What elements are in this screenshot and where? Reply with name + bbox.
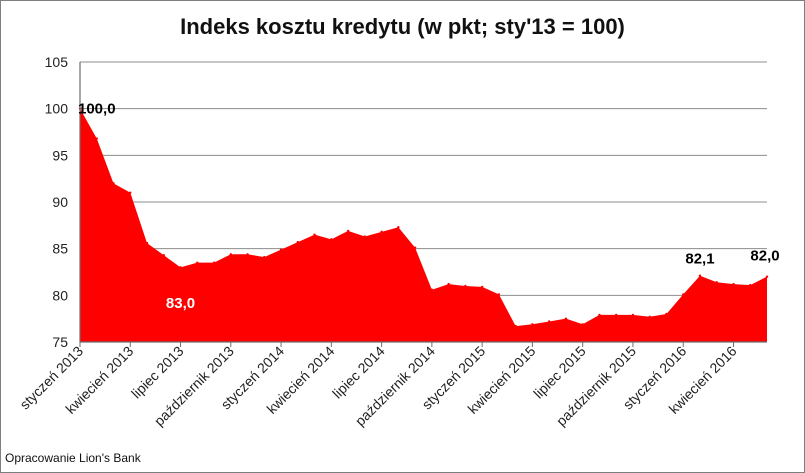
data-label: 82,0 [750,248,779,265]
y-tick-label: 90 [52,194,68,210]
data-point [162,254,165,257]
data-point [581,323,584,326]
data-point [380,230,383,234]
data-point [447,282,450,286]
data-point [179,266,182,269]
data-label: 83,0 [166,295,195,312]
data-point [263,255,266,259]
data-point [246,253,249,256]
data-point [749,283,752,287]
data-point [531,323,534,326]
source-note: Opracowanie Lion's Bank [5,451,141,465]
area-series [80,108,767,343]
data-point [346,229,350,233]
data-point [648,315,651,318]
data-point [430,288,434,291]
data-point [514,324,517,328]
data-point [614,313,618,317]
data-label: 82,1 [685,251,714,268]
y-tick-label: 100 [45,101,69,117]
data-point [765,275,769,278]
data-point [564,317,568,320]
data-point [413,246,417,249]
data-point [464,284,467,288]
data-point [682,293,685,296]
y-tick-label: 105 [45,54,69,70]
y-tick-label: 75 [52,334,68,350]
data-point [715,281,718,284]
data-point [547,320,551,323]
data-point [665,312,668,316]
data-point [129,191,132,194]
data-point [145,241,149,245]
y-tick-label: 95 [52,147,68,163]
chart-title: Indeks kosztu kredytu (w pkt; sty'13 = 1… [180,14,625,39]
data-point [95,137,98,140]
data-point [698,274,702,277]
data-point [363,235,367,238]
data-point [497,293,501,296]
y-tick-label: 80 [52,287,68,303]
data-point [196,261,199,264]
data-point [598,313,601,317]
data-point [313,233,316,236]
data-label: 100,0 [78,101,116,118]
data-point [330,238,333,241]
y-tick-label: 85 [52,241,68,257]
data-point [732,282,735,286]
data-point [397,226,400,229]
data-point [631,313,635,317]
data-point [296,240,300,244]
data-point [229,253,233,256]
data-point [212,261,216,264]
data-point [480,285,484,289]
data-point [112,182,115,185]
data-point [279,248,283,251]
